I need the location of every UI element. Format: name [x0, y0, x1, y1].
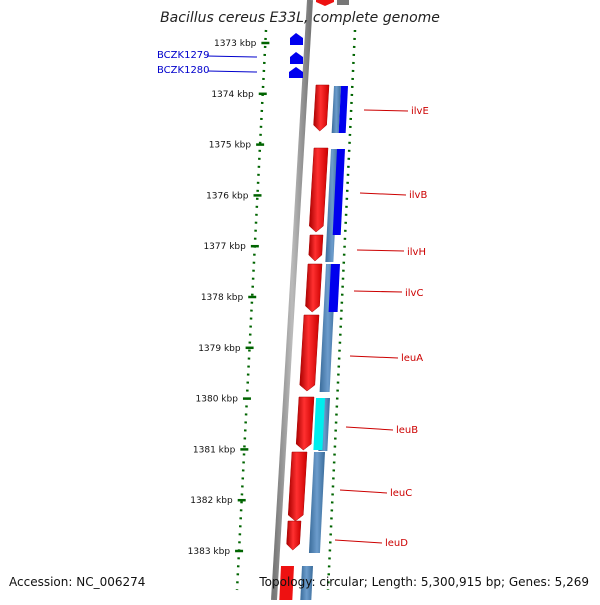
- kbp-tick-label: 1378 kbp: [201, 293, 244, 303]
- gene-label-ilvb[interactable]: ilvB: [409, 190, 427, 201]
- gene-leader-leub: [345, 426, 394, 431]
- gene-bczk1280-arrow-a[interactable]: [290, 52, 303, 64]
- cds-arrow-ilvh[interactable]: [308, 234, 324, 262]
- accession-text: Accession: NC_006274: [9, 575, 145, 589]
- kbp-tick-label: 1382 kbp: [190, 496, 233, 506]
- cds-arrow-ilve[interactable]: [313, 84, 330, 132]
- cds-arrow-leud[interactable]: [286, 520, 302, 551]
- blast-band-ilvb-dark[interactable]: [332, 149, 345, 235]
- right-dotted-ruler: [326, 29, 357, 591]
- kbp-tick-label: 1376 kbp: [206, 191, 249, 201]
- gene-label-leua[interactable]: leuA: [401, 353, 423, 364]
- gene-leader-ilvh: [356, 249, 405, 252]
- gene-label-bczk1279[interactable]: BCZK1279: [157, 50, 210, 61]
- cds-arrow-top-partial: [316, 0, 334, 6]
- blast-band-ilvb-mid[interactable]: [325, 149, 339, 262]
- gene-leader-ilve: [363, 109, 409, 112]
- blast-band-ilve-dark[interactable]: [338, 86, 348, 133]
- cds-arrow-leub[interactable]: [295, 396, 315, 451]
- gene-label-leud[interactable]: leuD: [385, 538, 408, 549]
- gene-label-leuc[interactable]: leuC: [390, 488, 412, 499]
- cds-arrow-leua[interactable]: [299, 314, 320, 392]
- gene-leader-leua: [349, 355, 399, 359]
- blast-band-leub-cyan[interactable]: [313, 398, 325, 450]
- map-title: Bacillus cereus E33L, complete genome: [160, 10, 440, 26]
- gene-label-ilvh[interactable]: ilvH: [407, 247, 426, 258]
- gene-leader-leuc: [339, 489, 388, 494]
- gene-leader-ilvb: [359, 192, 407, 196]
- kbp-tick-label: 1380 kbp: [196, 395, 239, 405]
- genome-summary-text: Topology: circular; Length: 5,300,915 bp…: [258, 575, 589, 589]
- gene-leader-leud: [334, 539, 383, 544]
- kbp-tick-label: 1375 kbp: [209, 141, 252, 151]
- gene-leader-bczk1280: [207, 70, 258, 73]
- gene-label-ilvc[interactable]: ilvC: [405, 288, 423, 299]
- gene-bczk1280-arrow-b[interactable]: [289, 67, 303, 78]
- gene-leader-ilvc: [353, 290, 403, 293]
- gene-bczk1279-arrow[interactable]: [290, 33, 303, 45]
- cds-arrow-bottom-partial[interactable]: [279, 566, 294, 600]
- gene-label-bczk1280[interactable]: BCZK1280: [157, 65, 210, 76]
- kbp-tick-label: 1373 kbp: [214, 39, 257, 49]
- blast-band-ilve-mid[interactable]: [331, 86, 341, 133]
- kbp-tick-label: 1381 kbp: [193, 445, 236, 455]
- kbp-tick-label: 1379 kbp: [198, 344, 241, 354]
- blast-band-ilvc-dark[interactable]: [328, 264, 340, 312]
- gene-label-leub[interactable]: leuB: [396, 425, 418, 436]
- left-dotted-ruler: [235, 29, 268, 591]
- cds-arrow-ilvc[interactable]: [305, 263, 323, 313]
- backbone-top-stub: [337, 0, 349, 5]
- gene-leader-bczk1279: [206, 55, 258, 58]
- kbp-tick-label: 1377 kbp: [203, 242, 246, 252]
- blast-band-leuc-mid[interactable]: [308, 452, 325, 553]
- blast-band-bottom-partial[interactable]: [300, 566, 313, 600]
- genome-backbone: [271, 0, 313, 601]
- gene-label-ilve[interactable]: ilvE: [411, 106, 429, 117]
- cds-arrow-leuc[interactable]: [287, 451, 308, 522]
- kbp-tick-label: 1374 kbp: [211, 90, 254, 100]
- kbp-tick-label: 1383 kbp: [188, 547, 231, 557]
- cds-arrow-ilvb[interactable]: [309, 147, 329, 233]
